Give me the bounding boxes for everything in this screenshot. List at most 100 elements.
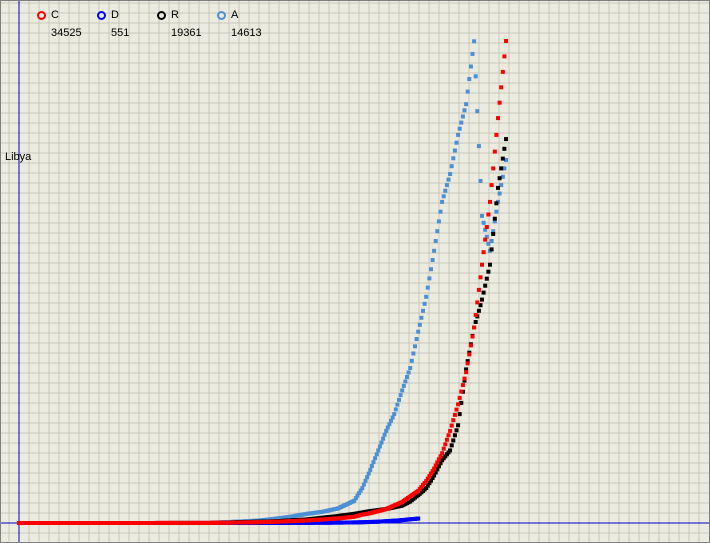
data-point-r [476, 308, 481, 313]
data-point-c [462, 376, 467, 381]
data-point-r [451, 438, 456, 443]
data-point-r [492, 216, 497, 221]
data-point-a [397, 397, 401, 402]
data-point-a [433, 239, 438, 243]
data-point-a [422, 301, 427, 306]
data-point-r [429, 478, 433, 483]
series-c [17, 39, 508, 525]
data-point-r [473, 320, 478, 324]
data-point-a [358, 488, 363, 493]
data-point-a [435, 229, 440, 234]
data-point-a [379, 440, 384, 445]
data-point-c [425, 476, 430, 481]
data-point-a [457, 126, 462, 131]
data-point-r [436, 464, 441, 469]
data-point-a [470, 51, 475, 56]
data-point-a [401, 383, 406, 388]
data-point-a [390, 415, 395, 420]
data-point-r [494, 201, 499, 206]
data-point-a [409, 358, 414, 363]
legend-item-a: A [217, 9, 238, 21]
data-point-a [494, 209, 499, 214]
data-point-a [478, 179, 483, 183]
data-point-a [417, 322, 422, 327]
legend-value-r: 19361 [171, 27, 202, 39]
data-point-a [400, 388, 405, 393]
data-point-c [502, 54, 507, 59]
data-point-a [473, 74, 478, 79]
data-point-c [440, 451, 445, 456]
data-point-a [440, 199, 445, 204]
data-point-a [472, 39, 477, 44]
data-point-a [384, 428, 389, 433]
data-point-a [476, 144, 481, 149]
data-point-r [438, 461, 443, 466]
data-point-a [436, 219, 441, 224]
data-point-a [462, 108, 467, 113]
data-point-a [405, 375, 409, 379]
data-point-c [484, 225, 489, 229]
legend-key-d: D [111, 9, 119, 21]
data-point-a [430, 258, 435, 262]
data-point-a [368, 467, 373, 472]
legend-key-c: C [51, 9, 59, 21]
data-point-a [451, 156, 456, 161]
legend-item-c: C [37, 9, 59, 21]
data-point-c [472, 325, 477, 330]
data-point-r [435, 467, 440, 472]
data-point-c [438, 454, 443, 459]
data-point-a [443, 188, 448, 193]
data-point-c [436, 457, 441, 462]
data-point-c [500, 69, 505, 74]
data-point-a [446, 177, 451, 182]
data-point-a [460, 114, 465, 119]
data-point-a [419, 315, 424, 320]
data-points [17, 39, 508, 525]
data-point-c [504, 39, 508, 43]
data-point-a [366, 471, 371, 476]
data-point-c [433, 463, 438, 468]
data-point-c [430, 469, 435, 474]
data-point-c [459, 389, 464, 394]
data-point-a [361, 482, 366, 487]
data-point-a [480, 213, 484, 218]
data-point-a [403, 379, 408, 384]
data-point-c [435, 460, 440, 465]
data-point-a [500, 174, 505, 179]
data-point-c [491, 166, 496, 171]
data-point-a [413, 344, 417, 349]
data-point-a [395, 402, 400, 407]
data-point-r [478, 303, 483, 308]
data-point-c [427, 474, 432, 479]
data-point-a [467, 77, 472, 81]
data-point-a [421, 308, 425, 313]
data-point-r [454, 428, 459, 433]
data-point-c [489, 183, 494, 188]
data-point-a [454, 140, 459, 145]
data-point-a [492, 219, 497, 224]
data-point-r [480, 297, 484, 302]
data-point-a [448, 172, 453, 176]
data-point-a [425, 285, 430, 290]
data-point-a [491, 229, 496, 234]
data-point-c [494, 132, 499, 137]
data-point-r [464, 367, 469, 372]
data-point-r [425, 483, 430, 488]
data-point-a [357, 491, 362, 496]
data-point-r [484, 276, 489, 281]
data-point-a [504, 158, 508, 162]
data-point-c [443, 442, 448, 447]
data-point-r [481, 290, 486, 295]
legend-key-r: R [171, 9, 179, 21]
data-point-c [429, 471, 433, 476]
data-point-r [465, 359, 470, 364]
data-point-r [496, 185, 500, 190]
data-point-c [464, 370, 469, 375]
legend-marker-r [157, 10, 166, 20]
data-point-c [448, 428, 453, 433]
data-point-c [446, 433, 451, 438]
data-point-r [491, 232, 496, 236]
data-point-r [433, 470, 438, 475]
